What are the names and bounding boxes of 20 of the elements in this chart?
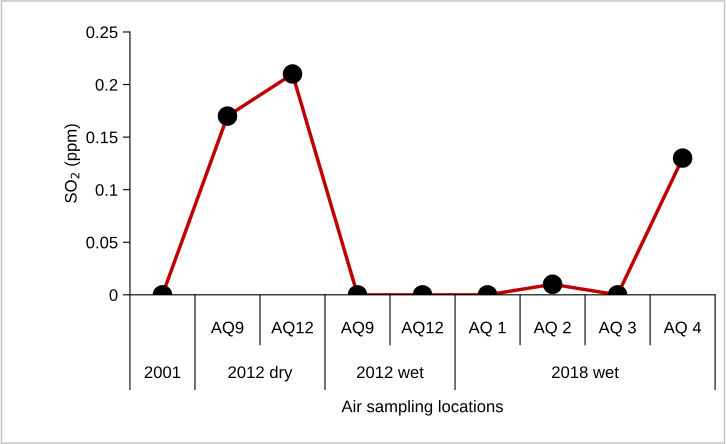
x-tick-label: AQ9 bbox=[210, 322, 244, 336]
x-tick-label: AQ9 bbox=[340, 322, 374, 336]
x-tick-label: AQ12 bbox=[401, 322, 444, 336]
y-tick-label: 0 bbox=[110, 289, 118, 302]
y-axis-title: SO$_{2}$ (ppm) bbox=[64, 124, 80, 203]
text: 2018 wet bbox=[552, 366, 619, 378]
text: 2012 wet bbox=[357, 366, 424, 378]
y-tick-label: 0.05 bbox=[86, 236, 118, 248]
y-tick-label: 0.25 bbox=[86, 26, 118, 38]
x-tick-label: AQ 1 bbox=[468, 322, 506, 336]
x-tick-label: AQ 4 bbox=[664, 322, 702, 336]
x-tick-label: AQ 2 bbox=[534, 322, 571, 336]
x-axis-title: Air sampling locations bbox=[342, 400, 503, 416]
x-tick-label: AQ12 bbox=[271, 322, 313, 336]
y-tick-label: 0.1 bbox=[96, 184, 118, 196]
text: 2001 bbox=[144, 366, 180, 378]
x-tick-label: AQ 3 bbox=[598, 322, 636, 336]
text: 2012 dry bbox=[228, 366, 292, 382]
y-tick-label: 0.15 bbox=[86, 132, 118, 144]
y-tick-label: 0.2 bbox=[96, 78, 118, 91]
